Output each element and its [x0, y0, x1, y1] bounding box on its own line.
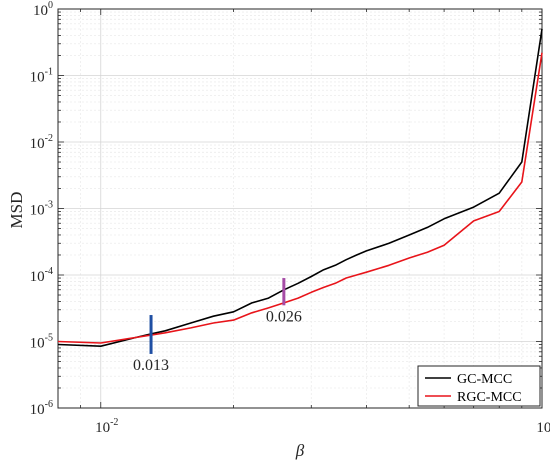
- y-tick-label: 10-1: [30, 67, 53, 86]
- data-series: [57, 28, 543, 348]
- y-tick-label: 10-6: [30, 399, 53, 418]
- annotations: 0.013 0.026: [133, 278, 302, 374]
- y-tick-label: 10-5: [30, 333, 53, 352]
- grid-lines: [58, 9, 542, 408]
- x-tick-label: 10-1: [536, 417, 550, 436]
- axis-ticks: [58, 8, 542, 409]
- tick-labels: 10-6 10-5 10-4 10-3 10-2 10-1 100 10-2 10-1: [30, 0, 550, 436]
- legend-label-rgc-mcc: RGC-MCC: [457, 390, 522, 405]
- series-line-gc-mcc: [57, 28, 543, 348]
- annotation-label-0.013: 0.013: [133, 357, 169, 374]
- y-axis-title: MSD: [7, 192, 26, 229]
- series-line-rgc-mcc: [57, 52, 543, 344]
- legend-label-gc-mcc: GC-MCC: [457, 372, 512, 387]
- x-tick-label: 10-2: [95, 417, 118, 436]
- annotation-label-0.026: 0.026: [266, 308, 302, 325]
- x-axis-title: β: [295, 441, 305, 460]
- y-tick-label: 10-3: [30, 200, 53, 219]
- legend: GC-MCC RGC-MCC: [417, 365, 541, 407]
- y-tick-label: 100: [33, 0, 53, 19]
- legend-box: [417, 365, 541, 407]
- y-tick-label: 10-2: [30, 133, 53, 152]
- y-tick-label: 10-4: [30, 266, 53, 285]
